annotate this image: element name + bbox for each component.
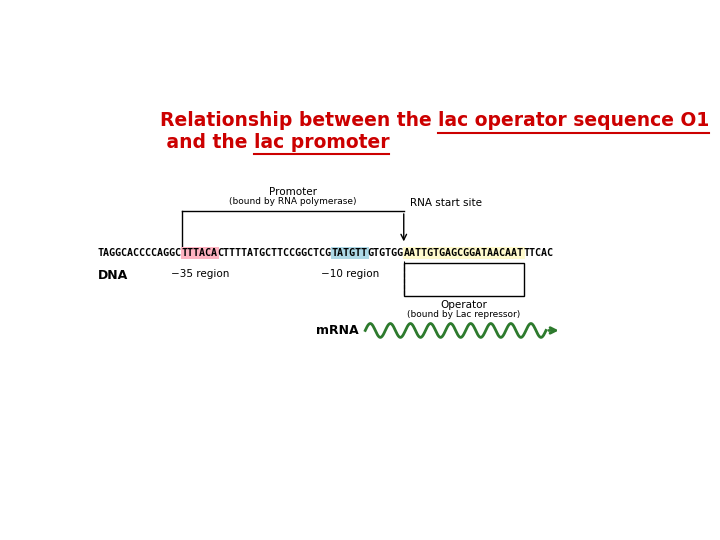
Text: (bound by Lac repressor): (bound by Lac repressor) bbox=[407, 309, 521, 319]
Text: RNA start site: RNA start site bbox=[410, 198, 482, 208]
Text: AATTGTGAGCGGATAACAAT: AATTGTGAGCGGATAACAAT bbox=[404, 248, 523, 259]
Text: −10 region: −10 region bbox=[320, 269, 379, 279]
Text: CTTTTATGCTTCCGGCTCG: CTTTTATGCTTCCGGCTCG bbox=[217, 248, 332, 259]
Text: mRNA: mRNA bbox=[316, 324, 359, 337]
Text: −35 region: −35 region bbox=[171, 269, 229, 279]
Text: GTGTGG: GTGTGG bbox=[368, 248, 404, 259]
Text: lac operator sequence O1: lac operator sequence O1 bbox=[438, 111, 709, 130]
Text: TATGTT: TATGTT bbox=[332, 248, 368, 259]
Bar bbox=[404, 262, 523, 296]
Text: and the: and the bbox=[160, 133, 253, 152]
Text: TTCAC: TTCAC bbox=[523, 248, 554, 259]
Text: (bound by RNA polymerase): (bound by RNA polymerase) bbox=[229, 198, 356, 206]
Text: Operator: Operator bbox=[441, 300, 487, 309]
Text: lac promoter: lac promoter bbox=[253, 133, 390, 152]
Text: Relationship between the: Relationship between the bbox=[160, 111, 438, 130]
Text: Promoter: Promoter bbox=[269, 187, 317, 197]
Text: TAGGCACCCCAGGC: TAGGCACCCCAGGC bbox=[98, 248, 181, 259]
Text: DNA: DNA bbox=[98, 269, 128, 282]
Text: TTTACA: TTTACA bbox=[181, 248, 217, 259]
